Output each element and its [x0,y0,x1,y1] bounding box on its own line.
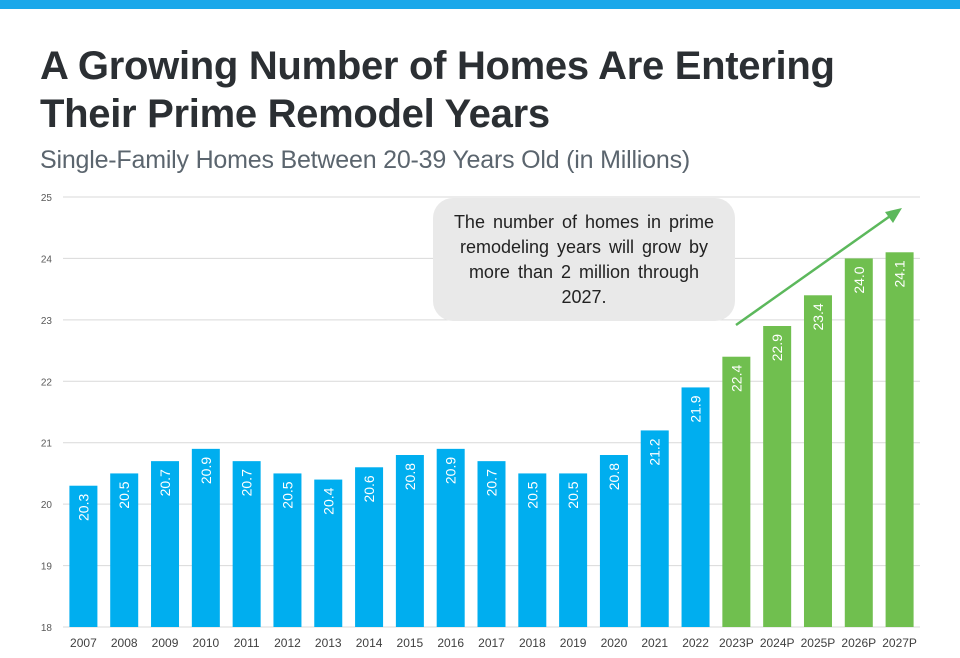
bar [844,258,873,627]
x-tick-label: 2011 [234,636,260,650]
bar-value-label: 20.8 [402,463,418,490]
chart-subtitle: Single-Family Homes Between 20-39 Years … [40,146,690,174]
x-tick-label: 2024P [760,636,795,650]
x-tick-label: 2021 [641,636,668,650]
bar-value-label: 20.5 [524,481,540,508]
bar [763,326,792,627]
bar-value-label: 20.7 [239,469,255,496]
bar-value-label: 23.4 [810,303,826,330]
x-tick-label: 2019 [560,636,587,650]
bar [395,455,424,627]
bar-value-label: 20.3 [75,494,91,521]
x-tick-label: 2026P [841,636,876,650]
x-tick-label: 2015 [397,636,424,650]
y-tick-label: 25 [41,193,53,204]
y-tick-label: 19 [41,562,53,573]
bar-value-label: 20.5 [279,481,295,508]
bar [559,473,588,627]
bar-value-label: 21.2 [647,438,663,465]
top-accent-bar [0,0,960,9]
x-tick-label: 2020 [601,636,628,650]
bar-value-label: 20.9 [443,457,459,484]
x-tick-label: 2025P [801,636,836,650]
bar-value-label: 20.5 [116,481,132,508]
bar-value-label: 24.0 [851,266,867,293]
bar [803,295,832,627]
bar [885,252,914,628]
bar [640,430,669,627]
x-tick-label: 2017 [478,636,505,650]
x-tick-label: 2012 [274,636,301,650]
bar [681,387,710,627]
bar-value-label: 20.9 [198,457,214,484]
bar-value-label: 22.9 [769,334,785,361]
annotation-callout: The number of homes in prime remodeling … [433,198,735,321]
bar [110,473,139,627]
x-tick-label: 2022 [682,636,709,650]
bar-value-label: 20.4 [320,487,336,514]
x-tick-label: 2010 [192,636,219,650]
y-tick-label: 22 [41,377,53,388]
bar [69,485,98,627]
bar-value-label: 20.6 [361,475,377,502]
x-tick-label: 2007 [70,636,97,650]
bar [436,448,465,627]
chart-title: A Growing Number of Homes Are Entering T… [40,44,835,136]
x-tick-label: 2008 [111,636,138,650]
bar-value-label: 20.7 [157,469,173,496]
bar-value-label: 22.4 [728,365,744,392]
trend-arrow-head [885,208,902,223]
y-tick-label: 23 [41,316,53,327]
bar [355,467,384,627]
bar [273,473,302,627]
x-tick-label: 2014 [356,636,383,650]
bar [722,356,751,627]
y-tick-label: 21 [41,439,53,450]
bar [191,448,220,627]
bar-value-label: 24.1 [892,260,908,287]
x-tick-label: 2009 [152,636,179,650]
x-tick-label: 2016 [437,636,464,650]
trend-arrow-line [735,212,894,327]
x-tick-label: 2018 [519,636,546,650]
bar [232,461,261,627]
bar-value-label: 20.7 [484,469,500,496]
bar [477,461,506,627]
bar [518,473,547,627]
x-tick-label: 2013 [315,636,342,650]
bar-value-label: 21.9 [688,395,704,422]
x-tick-label: 2023P [719,636,754,650]
bar-value-label: 20.8 [606,463,622,490]
bar [314,479,343,627]
bar [151,461,180,627]
bar [599,455,628,627]
y-tick-label: 18 [41,623,53,634]
annotation-text: The number of homes in prime remodeling … [453,211,715,307]
x-tick-label: 2027P [882,636,917,650]
bar-value-label: 20.5 [565,481,581,508]
y-tick-label: 24 [41,254,53,265]
y-tick-label: 20 [41,500,53,511]
